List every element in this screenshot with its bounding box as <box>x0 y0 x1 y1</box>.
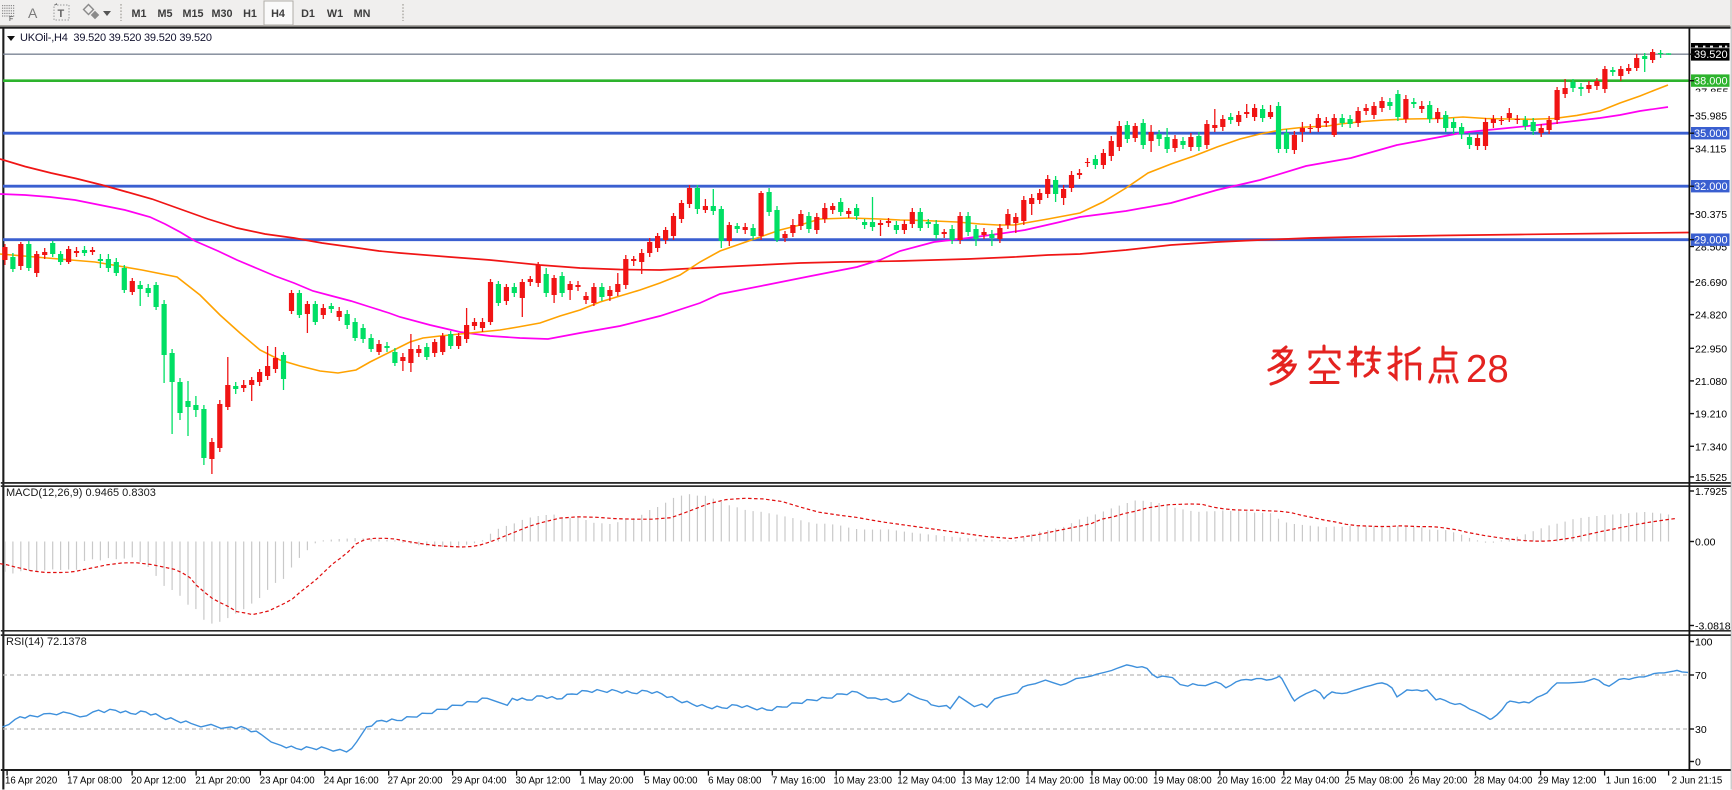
svg-text:1.7925: 1.7925 <box>1695 486 1727 498</box>
svg-text:MN: MN <box>354 8 371 20</box>
svg-text:18 May 00:00: 18 May 00:00 <box>1089 776 1148 787</box>
svg-text:23 Apr 04:00: 23 Apr 04:00 <box>260 776 316 787</box>
svg-text:17 Apr 08:00: 17 Apr 08:00 <box>67 776 123 787</box>
svg-text:28 May 04:00: 28 May 04:00 <box>1474 776 1533 787</box>
svg-text:70: 70 <box>1695 670 1707 682</box>
svg-text:22 May 04:00: 22 May 04:00 <box>1281 776 1340 787</box>
svg-text:5 May 00:00: 5 May 00:00 <box>644 776 698 787</box>
svg-text:24.820: 24.820 <box>1695 310 1727 322</box>
svg-text:1 Jun 16:00: 1 Jun 16:00 <box>1606 776 1657 787</box>
svg-text:13 May 12:00: 13 May 12:00 <box>961 776 1020 787</box>
svg-text:39.520: 39.520 <box>1694 49 1728 61</box>
svg-text:A: A <box>28 5 38 21</box>
svg-text:30.375: 30.375 <box>1695 209 1727 221</box>
svg-text:10 May 23:00: 10 May 23:00 <box>833 776 892 787</box>
svg-text:20 May 16:00: 20 May 16:00 <box>1217 776 1276 787</box>
svg-text:35.985: 35.985 <box>1695 111 1727 123</box>
svg-text:21 Apr 20:00: 21 Apr 20:00 <box>195 776 251 787</box>
svg-text:D1: D1 <box>301 8 315 20</box>
svg-text:35.000: 35.000 <box>1694 128 1728 140</box>
svg-text:0.00: 0.00 <box>1695 537 1716 549</box>
svg-text:-3.0818: -3.0818 <box>1695 621 1731 633</box>
svg-text:M1: M1 <box>132 8 147 20</box>
svg-text:M15: M15 <box>182 8 203 20</box>
svg-text:29 May 12:00: 29 May 12:00 <box>1538 776 1597 787</box>
svg-text:19 May 08:00: 19 May 08:00 <box>1153 776 1212 787</box>
svg-text:29.000: 29.000 <box>1694 235 1728 247</box>
svg-text:19.210: 19.210 <box>1695 409 1727 421</box>
svg-text:28: 28 <box>1466 348 1509 391</box>
svg-text:34.115: 34.115 <box>1695 143 1726 155</box>
svg-text:M30: M30 <box>211 8 232 20</box>
svg-text:26.690: 26.690 <box>1695 277 1727 289</box>
svg-text:7 May 16:00: 7 May 16:00 <box>772 776 826 787</box>
svg-text:22.950: 22.950 <box>1695 343 1727 355</box>
svg-text:14 May 20:00: 14 May 20:00 <box>1025 776 1084 787</box>
svg-text:20 Apr 12:00: 20 Apr 12:00 <box>131 776 187 787</box>
svg-text:F: F <box>9 16 13 23</box>
svg-text:37.855: 37.855 <box>1695 87 1729 99</box>
svg-text:0: 0 <box>1695 757 1701 769</box>
svg-text:30: 30 <box>1695 724 1707 736</box>
svg-text:24 Apr 16:00: 24 Apr 16:00 <box>324 776 380 787</box>
svg-text:16 Apr 2020: 16 Apr 2020 <box>5 776 58 787</box>
svg-text:MACD(12,26,9) 0.9465 0.8303: MACD(12,26,9) 0.9465 0.8303 <box>6 487 156 499</box>
svg-text:25 May 08:00: 25 May 08:00 <box>1345 776 1404 787</box>
svg-text:M5: M5 <box>158 8 173 20</box>
svg-text:2 Jun 21:15: 2 Jun 21:15 <box>1672 776 1723 787</box>
svg-text:29 Apr 04:00: 29 Apr 04:00 <box>452 776 508 787</box>
svg-text:H1: H1 <box>243 8 257 20</box>
svg-text:UKOil-,H4 39.520 39.520 39.52: UKOil-,H4 39.520 39.520 39.520 39.520 <box>20 32 212 44</box>
svg-text:1 May 20:00: 1 May 20:00 <box>580 776 634 787</box>
svg-text:27 Apr 20:00: 27 Apr 20:00 <box>388 776 444 787</box>
svg-text:17.340: 17.340 <box>1695 441 1727 453</box>
svg-text:15.525: 15.525 <box>1695 472 1727 484</box>
svg-text:100: 100 <box>1695 637 1713 649</box>
svg-text:RSI(14) 72.1378: RSI(14) 72.1378 <box>6 636 87 648</box>
svg-text:26 May 20:00: 26 May 20:00 <box>1409 776 1468 787</box>
svg-text:6 May 08:00: 6 May 08:00 <box>708 776 762 787</box>
svg-text:30 Apr 12:00: 30 Apr 12:00 <box>516 776 572 787</box>
svg-text:12 May 04:00: 12 May 04:00 <box>897 776 956 787</box>
svg-text:H4: H4 <box>271 8 285 20</box>
svg-text:W1: W1 <box>327 8 343 20</box>
svg-text:38.000: 38.000 <box>1694 75 1728 87</box>
svg-text:T: T <box>58 8 65 20</box>
svg-text:21.080: 21.080 <box>1695 376 1727 388</box>
svg-text:32.000: 32.000 <box>1694 181 1728 193</box>
